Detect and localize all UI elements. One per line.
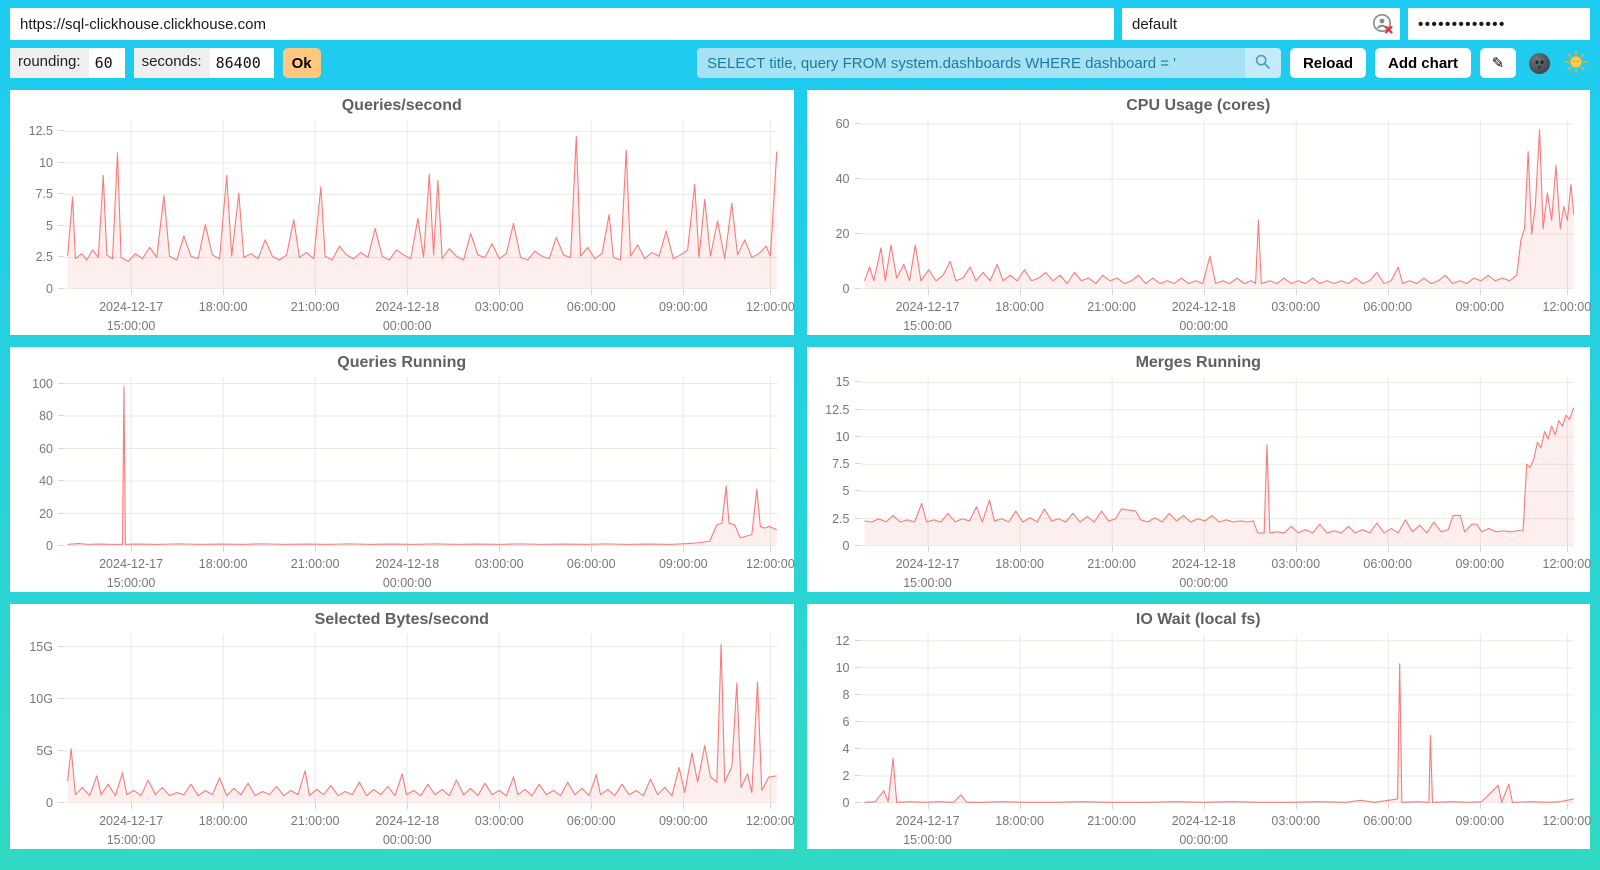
chart-plot[interactable] — [861, 377, 1575, 546]
chart-card-io-wait: IO Wait (local fs) 024681012 2024-12-171… — [807, 604, 1591, 849]
reload-button[interactable]: Reload — [1290, 48, 1366, 78]
user-status-icon — [1372, 13, 1394, 35]
dark-theme-button[interactable] — [1525, 49, 1553, 77]
chart-title: Selected Bytes/second — [10, 611, 794, 629]
chart-plot[interactable] — [64, 120, 778, 289]
seconds-input[interactable] — [210, 48, 274, 78]
edit-button[interactable]: ✎ — [1480, 48, 1516, 78]
controls-bar: rounding: seconds: Ok Reload Add chart ✎ — [10, 48, 1590, 78]
chart-card-cpu-usage: CPU Usage (cores) 0204060 2024-12-1715:0… — [807, 90, 1591, 335]
search-button[interactable] — [1245, 48, 1281, 78]
charts-grid: Queries/second 02.557.51012.5 2024-12-17… — [10, 90, 1590, 849]
y-axis-labels: 024681012 — [807, 634, 861, 803]
rounding-field: rounding: — [10, 48, 125, 78]
chart-card-selected-bytes: Selected Bytes/second 05G10G15G 2024-12-… — [10, 604, 794, 849]
chart-title: Queries/second — [10, 97, 794, 115]
chart-title: Merges Running — [807, 354, 1591, 372]
connection-bar — [10, 8, 1590, 40]
sun-icon — [1564, 50, 1588, 77]
chart-title: CPU Usage (cores) — [807, 97, 1591, 115]
x-axis-labels: 2024-12-1715:00:0018:00:0021:00:002024-1… — [64, 546, 778, 592]
y-axis-labels: 020406080100 — [10, 377, 64, 546]
chart-title: Queries Running — [10, 354, 794, 372]
y-axis-labels: 0204060 — [807, 120, 861, 289]
chart-title: IO Wait (local fs) — [807, 611, 1591, 629]
url-input[interactable] — [10, 8, 1114, 40]
y-axis-labels: 02.557.51012.515 — [807, 377, 861, 546]
dashboard-query-wrap — [697, 48, 1281, 78]
chart-card-merges-running: Merges Running 02.557.51012.515 2024-12-… — [807, 347, 1591, 592]
chart-plot[interactable] — [861, 634, 1575, 803]
x-axis-labels: 2024-12-1715:00:0018:00:0021:00:002024-1… — [64, 803, 778, 849]
y-axis-labels: 02.557.51012.5 — [10, 120, 64, 289]
clickhouse-dashboard: rounding: seconds: Ok Reload Add chart ✎ — [0, 0, 1600, 849]
x-axis-labels: 2024-12-1715:00:0018:00:0021:00:002024-1… — [861, 289, 1575, 335]
pencil-icon: ✎ — [1492, 55, 1505, 72]
add-chart-button[interactable]: Add chart — [1375, 48, 1471, 78]
seconds-field: seconds: — [134, 48, 274, 78]
x-axis-labels: 2024-12-1715:00:0018:00:0021:00:002024-1… — [861, 546, 1575, 592]
chart-plot[interactable] — [861, 120, 1575, 289]
chart-plot[interactable] — [64, 634, 778, 803]
chart-card-queries-running: Queries Running 020406080100 2024-12-171… — [10, 347, 794, 592]
x-axis-labels: 2024-12-1715:00:0018:00:0021:00:002024-1… — [64, 289, 778, 335]
chart-card-queries-per-second: Queries/second 02.557.51012.5 2024-12-17… — [10, 90, 794, 335]
ok-button[interactable]: Ok — [283, 48, 321, 78]
light-theme-button[interactable] — [1562, 49, 1590, 77]
moon-icon — [1529, 53, 1550, 74]
dashboard-query-input[interactable] — [697, 48, 1245, 78]
user-input[interactable] — [1122, 8, 1400, 40]
rounding-input[interactable] — [89, 48, 125, 78]
password-input[interactable] — [1408, 8, 1590, 40]
magnifier-icon — [1254, 53, 1272, 74]
user-field-wrap — [1122, 8, 1400, 40]
chart-plot[interactable] — [64, 377, 778, 546]
seconds-label: seconds: — [134, 48, 210, 78]
x-axis-labels: 2024-12-1715:00:0018:00:0021:00:002024-1… — [861, 803, 1575, 849]
rounding-label: rounding: — [10, 48, 89, 78]
y-axis-labels: 05G10G15G — [10, 634, 64, 803]
